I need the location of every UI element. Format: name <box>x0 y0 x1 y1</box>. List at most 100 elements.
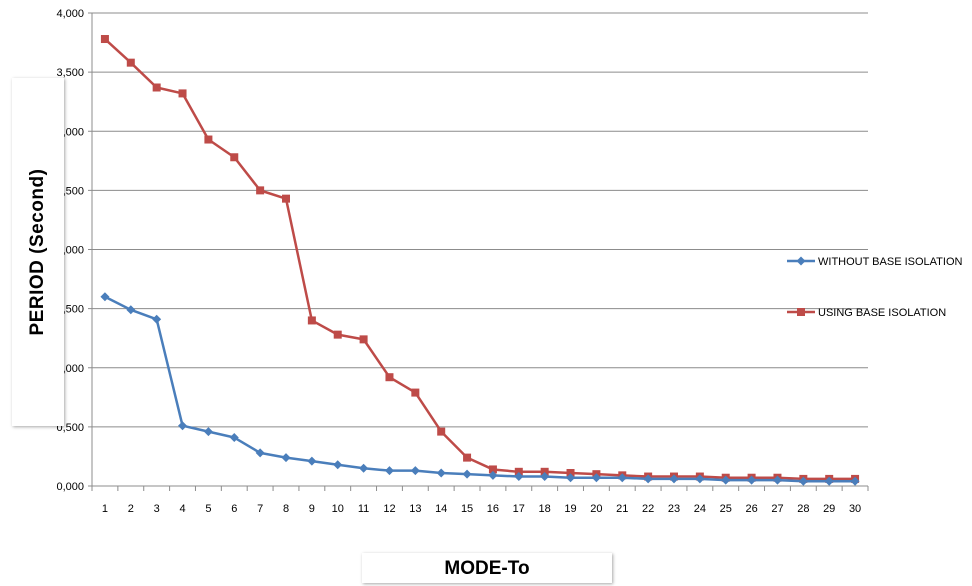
x-tick-label: 16 <box>487 503 499 515</box>
x-tick-label: 22 <box>642 503 654 515</box>
data-point <box>333 460 343 470</box>
y-axis-label-box <box>12 78 64 426</box>
data-point <box>178 89 187 98</box>
x-axis-label-box: MODE-To <box>362 553 612 583</box>
x-tick-label: 10 <box>332 503 344 515</box>
data-point <box>796 256 806 266</box>
data-point <box>591 473 601 483</box>
y-tick-label: 4,000 <box>56 8 84 20</box>
x-tick-label: 1 <box>102 503 108 515</box>
data-point <box>514 467 523 476</box>
data-point <box>152 314 162 324</box>
x-tick-label: 19 <box>564 503 576 515</box>
x-tick-label: 3 <box>154 503 160 515</box>
data-point <box>359 335 368 344</box>
data-point <box>643 474 653 484</box>
data-point <box>411 388 420 397</box>
series-group <box>100 35 860 486</box>
x-tick-label: 6 <box>231 503 237 515</box>
data-point <box>695 474 705 484</box>
data-point <box>230 153 239 162</box>
x-tick-label: 24 <box>694 503 706 515</box>
data-point <box>307 316 316 325</box>
data-point <box>824 476 834 486</box>
data-point <box>333 330 342 339</box>
data-point <box>797 308 805 316</box>
data-point <box>178 421 188 431</box>
series-without-base-isolation <box>100 292 860 486</box>
x-tick-label: 4 <box>179 503 185 515</box>
data-point <box>100 292 110 302</box>
data-point <box>307 456 317 466</box>
data-point <box>384 466 394 476</box>
data-point <box>669 474 679 484</box>
series-line <box>104 295 856 483</box>
data-point <box>100 35 109 44</box>
data-point <box>747 475 757 485</box>
data-point <box>256 186 265 195</box>
data-point <box>436 468 446 478</box>
data-point <box>566 468 575 477</box>
x-tick-label: 2 <box>128 503 134 515</box>
x-tick-label: 5 <box>205 503 211 515</box>
x-tick-label: 28 <box>797 503 809 515</box>
data-point <box>229 433 239 443</box>
data-point <box>566 473 576 483</box>
data-point <box>255 448 265 458</box>
data-point <box>126 58 135 67</box>
data-point <box>359 463 369 473</box>
x-tick-label: 30 <box>849 503 861 515</box>
data-point <box>488 470 498 480</box>
data-point <box>617 473 627 483</box>
series-line <box>104 38 856 481</box>
x-tick-label: 18 <box>539 503 551 515</box>
data-point <box>203 427 213 437</box>
x-tick-label: 7 <box>257 503 263 515</box>
gridlines <box>92 12 868 428</box>
data-point <box>385 373 394 382</box>
data-point <box>850 476 860 486</box>
data-point <box>540 467 549 476</box>
data-point <box>463 453 472 462</box>
x-tick-label: 13 <box>409 503 421 515</box>
data-point <box>798 476 808 486</box>
data-point <box>204 135 213 144</box>
data-point <box>488 465 497 474</box>
legend: WITHOUT BASE ISOLATION USING BASE ISOLATI… <box>787 256 963 319</box>
x-tick-label: 25 <box>720 503 732 515</box>
x-tick-label: 11 <box>358 503 369 515</box>
data-point <box>282 194 290 203</box>
data-point <box>514 472 524 482</box>
x-tick-label: 27 <box>771 503 783 515</box>
data-point <box>410 466 420 476</box>
x-tick-label: 8 <box>283 503 289 515</box>
x-tick-label: 15 <box>461 503 473 515</box>
data-point <box>281 453 291 463</box>
x-tick-label: 21 <box>616 503 628 515</box>
data-point <box>772 475 782 485</box>
x-tick-label: 12 <box>383 503 395 515</box>
legend-entry: USING BASE ISOLATION <box>787 307 946 319</box>
data-point <box>126 305 136 315</box>
x-tick-labels: 1 2 3 4 5 6 7 8 9 10 11 12 13 14 15 16 17 18 19 20 21 22 23 24 2… <box>102 503 861 515</box>
x-tick-label: 20 <box>590 503 602 515</box>
data-point <box>437 427 446 436</box>
y-axis-label: PERIOD (Second) <box>27 168 48 336</box>
x-tick-label: 17 <box>513 503 525 515</box>
data-point <box>462 469 472 479</box>
x-tick-label: 29 <box>823 503 835 515</box>
x-tick-label: 23 <box>668 503 680 515</box>
legend-label: WITHOUT BASE ISOLATION <box>818 256 963 268</box>
legend-entry: WITHOUT BASE ISOLATION <box>787 256 963 268</box>
data-point <box>540 472 550 482</box>
series-using-base-isolation <box>100 35 860 483</box>
y-tick-label: 0,000 <box>56 481 84 493</box>
axes <box>88 12 869 491</box>
x-tick-label: 26 <box>745 503 757 515</box>
data-point <box>152 83 161 92</box>
x-axis-label: MODE-To <box>444 558 530 579</box>
x-tick-label: 9 <box>309 503 315 515</box>
x-tick-label: 14 <box>435 503 447 515</box>
legend-label: USING BASE ISOLATION <box>818 307 946 319</box>
